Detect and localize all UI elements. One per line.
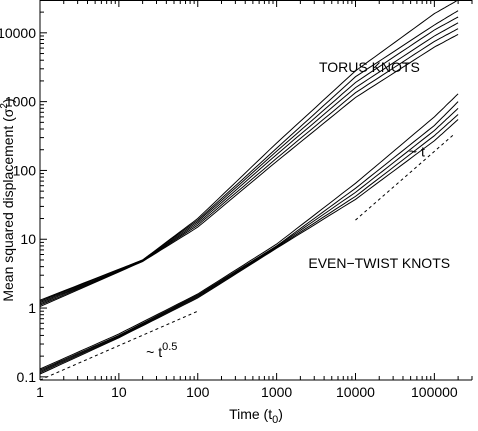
y-tick-label: 10 — [20, 231, 36, 247]
chart-annotation: ~ t — [409, 143, 425, 159]
x-tick-label: 10 — [111, 384, 127, 400]
y-tick-label: 1000 — [5, 94, 36, 110]
x-tick-label: 1000 — [261, 384, 292, 400]
series-line-even-twist-3 — [39, 107, 459, 372]
x-axis-title: Time (t0) — [229, 406, 283, 426]
series-line-even-twist-1 — [39, 93, 459, 370]
x-tick-label: 100 — [186, 384, 210, 400]
x-tick-label: 10000 — [336, 384, 375, 400]
chart-annotation: TORUS KNOTS — [319, 59, 420, 75]
y-tick-label: 0.1 — [17, 369, 37, 385]
reference-lines-layer — [39, 133, 455, 381]
y-axis-title: Mean squared displacement (σ2) — [0, 98, 16, 301]
chart-annotation: ~ t0.5 — [146, 341, 177, 360]
y-tick-label: 100 — [13, 162, 37, 178]
series-line-even-twist-4 — [39, 114, 459, 374]
chart-annotation: EVEN−TWIST KNOTS — [308, 255, 450, 271]
y-tick-label: 10000 — [0, 25, 36, 41]
reference-slope-line-1 — [355, 133, 455, 221]
series-line-even-twist-5 — [39, 119, 459, 375]
x-tick-label: 100000 — [411, 384, 458, 400]
series-line-even-twist-2 — [39, 101, 459, 371]
plot-frame — [39, 0, 472, 381]
annotations-layer: TORUS KNOTS EVEN−TWIST KNOTS ~ t ~ t0.5 — [146, 59, 450, 360]
series-line-torus-6 — [39, 33, 459, 308]
y-tick-label: 1 — [28, 300, 36, 316]
curves-layer — [39, 0, 459, 375]
x-tick-label: 1 — [36, 384, 44, 400]
reference-slope-line-2 — [39, 310, 198, 381]
